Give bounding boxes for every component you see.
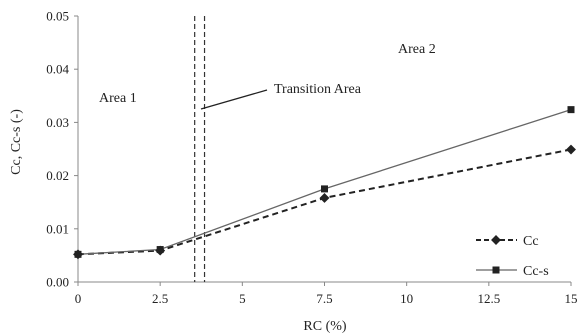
series-line-cc-s (77, 108, 572, 255)
x-tick-label: 0 (75, 291, 82, 306)
x-tick-label: 7.5 (316, 291, 332, 306)
legend-cc-label: Cc (523, 234, 539, 249)
legend-ccs-marker (492, 266, 500, 274)
legend-ccs-label: Cc-s (523, 264, 549, 279)
x-tick-label: 2.5 (152, 291, 168, 306)
y-tick-label: 0.02 (46, 168, 69, 183)
y-tick-label: 0.04 (46, 62, 69, 77)
point-cc-s (74, 250, 82, 258)
transition-lines (194, 16, 206, 282)
y-tick-label: 0.01 (46, 221, 69, 236)
area2-label: Area 2 (398, 42, 436, 57)
x-axis-title: RC (%) (303, 319, 347, 334)
annotations: Area 1 Area 2 Transition Area (99, 42, 436, 110)
point-cc-s (321, 185, 328, 193)
transition-label: Transition Area (274, 82, 362, 97)
series-group (73, 106, 576, 260)
x-tick-label: 5 (239, 291, 246, 306)
legend: Cc Cc-s (476, 234, 549, 279)
point-cc (319, 192, 330, 203)
x-tick-label: 12.5 (477, 291, 500, 306)
legend-cc-marker (491, 235, 501, 245)
area1-label: Area 1 (99, 91, 137, 106)
transition-pointer (200, 89, 268, 110)
x-tick-label: 15 (565, 291, 578, 306)
ticks: 0 2.5 5 7.5 10 12.5 15 0.00 0.01 0.02 0.03 0.04 0.05 (46, 9, 577, 307)
x-tick-label: 10 (400, 291, 413, 306)
y-axis-title: Cc, Cc-s (-) (9, 109, 24, 175)
point-cc-s (567, 106, 575, 114)
point-cc (566, 144, 576, 155)
point-cc-s (156, 246, 164, 254)
y-tick-label: 0.00 (46, 275, 69, 290)
y-tick-label: 0.05 (46, 9, 69, 24)
y-tick-label: 0.03 (46, 115, 69, 130)
